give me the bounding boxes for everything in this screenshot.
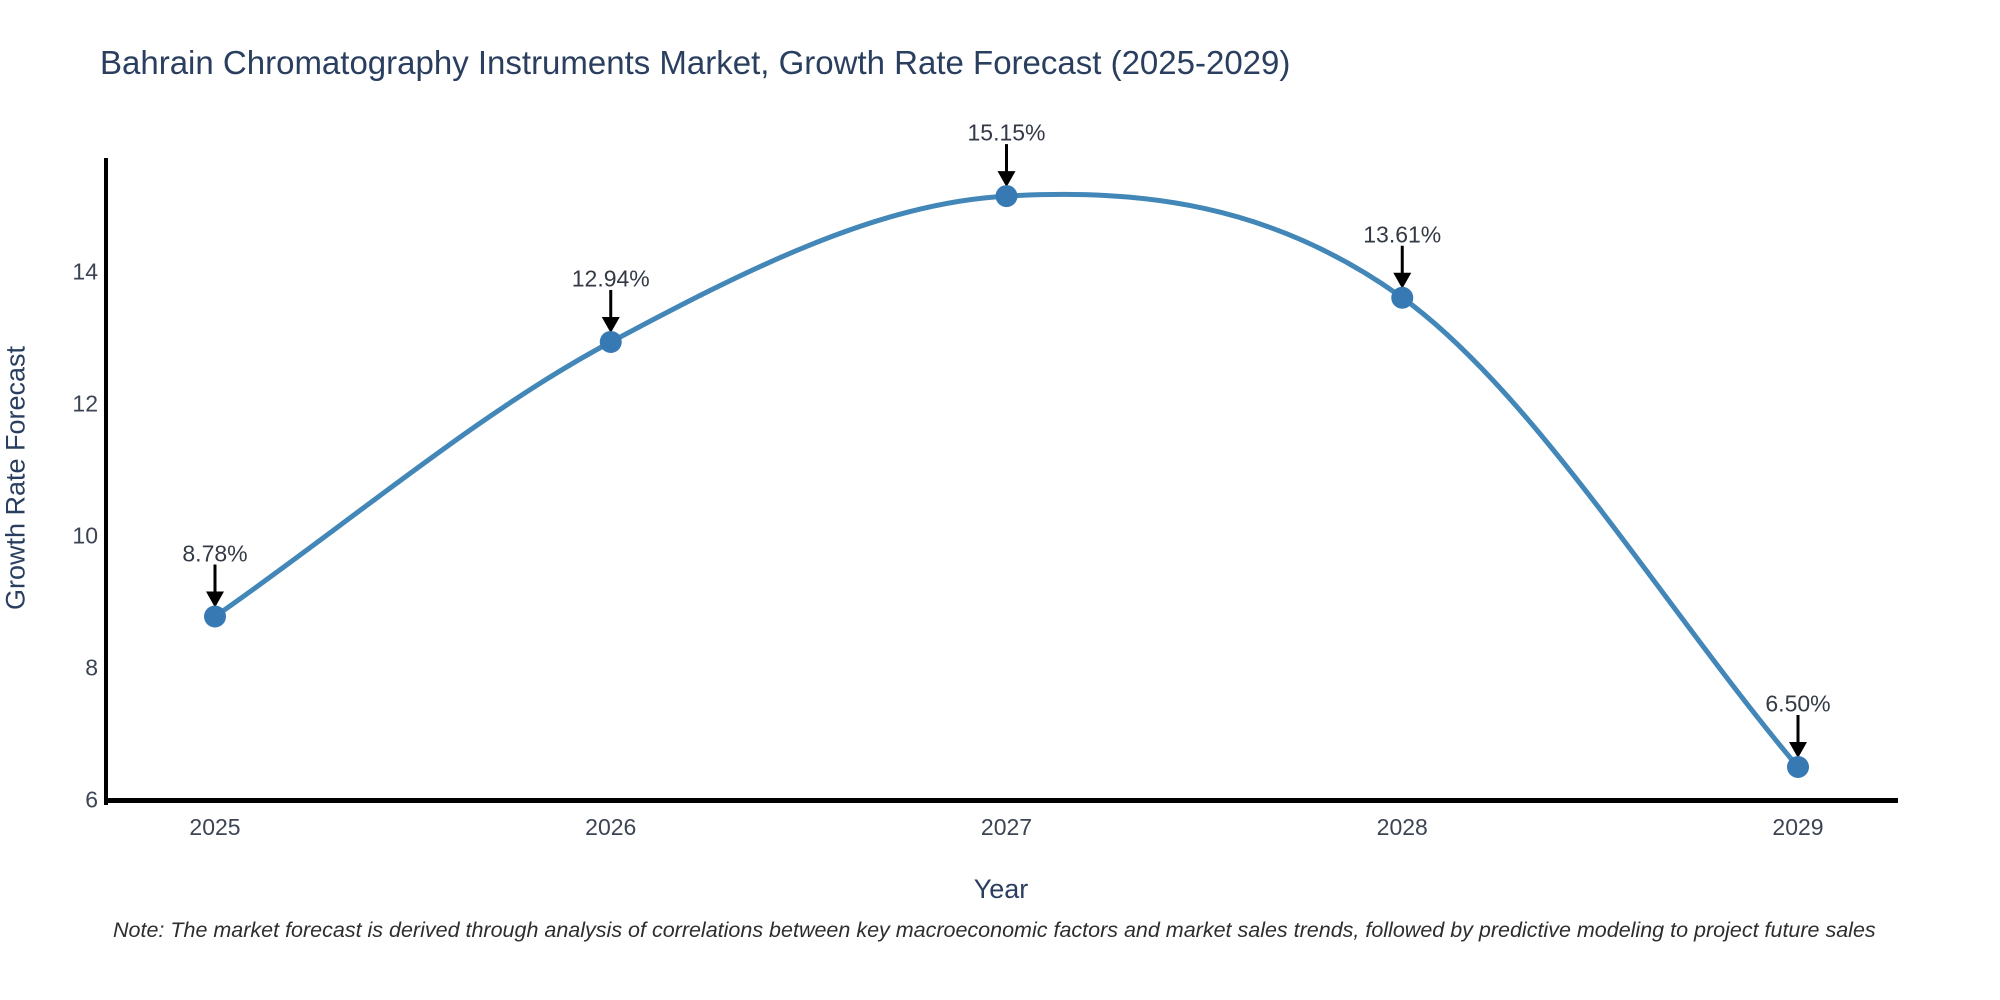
y-axis-title: Growth Rate Forecast: [0, 345, 31, 611]
x-axis-title: Year: [973, 874, 1029, 904]
growth-rate-curve: [212, 191, 1801, 770]
point-value-label-2027: 15.15%: [967, 119, 1046, 146]
point-value-label-2028: 13.61%: [1363, 221, 1442, 248]
x-tick-label-2029: 2029: [1772, 814, 1824, 840]
annotation-arrowhead-icon: [206, 591, 224, 608]
point-value-label-2026: 12.94%: [571, 265, 650, 292]
y-tick-label-8: 8: [85, 654, 98, 681]
data-point-marker-2027[interactable]: [995, 185, 1018, 208]
y-tick-label-10: 10: [72, 522, 98, 549]
x-axis-line: [104, 798, 1898, 803]
y-tick-label-6: 6: [85, 786, 98, 813]
data-point-marker-2029[interactable]: [1787, 756, 1809, 778]
point-value-label-2029: 6.50%: [1765, 690, 1831, 717]
annotation-arrowhead-icon: [997, 171, 1016, 188]
data-point-marker-2026[interactable]: [599, 330, 622, 353]
y-tick-label-12: 12: [72, 390, 98, 417]
x-tick-label-2027: 2027: [980, 814, 1033, 840]
annotation-arrowhead-icon: [1393, 272, 1412, 289]
y-tick-label-14: 14: [72, 258, 98, 285]
y-axis-line: [104, 158, 108, 805]
chart-footnote: Note: The market forecast is derived thr…: [113, 918, 1876, 942]
chart-title: Bahrain Chromatography Instruments Marke…: [100, 44, 1291, 81]
x-tick-label-2026: 2026: [585, 814, 637, 840]
point-value-label-2025: 8.78%: [182, 540, 248, 567]
annotation-arrowhead-icon: [601, 316, 620, 333]
x-tick-label-2028: 2028: [1376, 814, 1428, 840]
annotation-arrowhead-icon: [1789, 742, 1807, 758]
x-tick-label-2025: 2025: [189, 814, 241, 840]
data-point-marker-2025[interactable]: [204, 605, 226, 628]
data-point-marker-2028[interactable]: [1391, 286, 1414, 309]
